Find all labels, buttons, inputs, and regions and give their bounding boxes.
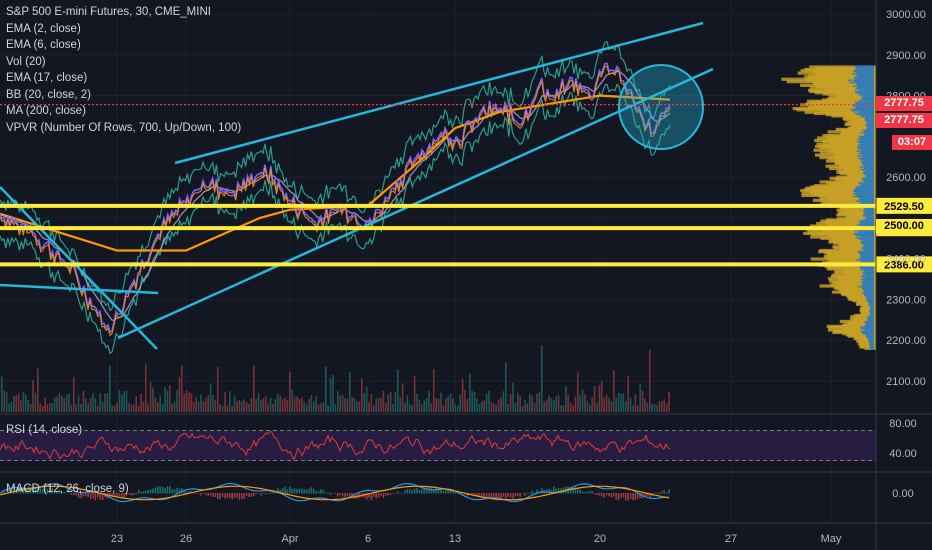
indicator-legend: S&P 500 E-mini Futures, 30, CME_MINI EMA… — [6, 4, 241, 136]
macd-pane — [0, 482, 670, 503]
legend-ema-6[interactable]: EMA (6, close) — [6, 39, 81, 51]
rsi-tick-label: 40.00 — [889, 448, 917, 460]
x-tick-label: 6 — [365, 533, 371, 545]
rsi-tick-label: 80.00 — [889, 418, 917, 430]
x-tick-label: Apr — [281, 533, 298, 545]
x-tick-label: 26 — [180, 533, 192, 545]
channel-lower-line — [117, 67, 714, 340]
y-tick-label: 2400.00 — [886, 254, 926, 266]
y-tick-label: 3000.00 — [886, 9, 926, 21]
partial-price-tag: 2500.00 — [876, 219, 932, 234]
chart-title: S&P 500 E-mini Futures, 30, CME_MINI — [6, 6, 211, 18]
countdown-tag: 03:07 — [892, 135, 932, 150]
legend-ma-200[interactable]: MA (200, close) — [6, 105, 86, 117]
ema-6-line — [0, 65, 671, 337]
support-price-tag — [876, 256, 932, 273]
macd-label[interactable]: MACD (12, 26, close, 9) — [6, 483, 129, 495]
downtrend-line-upper — [0, 186, 158, 350]
x-tick-label: May — [821, 533, 842, 545]
macd-signal-line — [0, 485, 670, 501]
last-price-tag: 2777.75 — [876, 96, 932, 111]
rsi-label[interactable]: RSI (14, close) — [6, 424, 83, 436]
legend-bb[interactable]: BB (20, close, 2) — [6, 88, 92, 101]
rsi-line — [0, 430, 671, 461]
support-price-tag — [876, 197, 932, 214]
x-tick-label: 20 — [594, 533, 606, 545]
macd-tick-label: 0.00 — [892, 488, 913, 500]
y-tick-label: 2300.00 — [886, 294, 926, 306]
x-tick-label: 23 — [111, 533, 123, 545]
legend-ema-17[interactable]: EMA (17, close) — [6, 72, 88, 84]
highlight-circle — [618, 64, 704, 150]
x-tick-label: 27 — [725, 533, 737, 545]
x-tick-label: 13 — [449, 533, 461, 545]
y-tick-label: 2200.00 — [886, 335, 926, 347]
y-tick-label: 2900.00 — [886, 50, 926, 62]
legend-ema-2[interactable]: EMA (2, close) — [6, 22, 81, 35]
y-tick-label: 2600.00 — [886, 172, 926, 184]
ema-price-tag: 2777.75 — [876, 113, 932, 128]
volume-profile — [781, 65, 876, 350]
legend-vol[interactable]: Vol (20) — [6, 55, 46, 68]
rsi-pane — [0, 430, 876, 461]
support-price-label: 2529.50 — [884, 201, 924, 213]
support-price-label: 2386.00 — [884, 259, 924, 271]
bollinger-lower — [0, 83, 671, 355]
legend-vpvr[interactable]: VPVR (Number Of Rows, 700, Up/Down, 100) — [6, 121, 242, 134]
price-line — [0, 62, 671, 334]
rsi-band — [0, 430, 876, 461]
volume-bars — [1, 345, 670, 412]
downtrend-line-lower — [0, 283, 159, 295]
y-tick-label: 2100.00 — [886, 376, 926, 388]
channel-upper-line — [174, 21, 704, 165]
